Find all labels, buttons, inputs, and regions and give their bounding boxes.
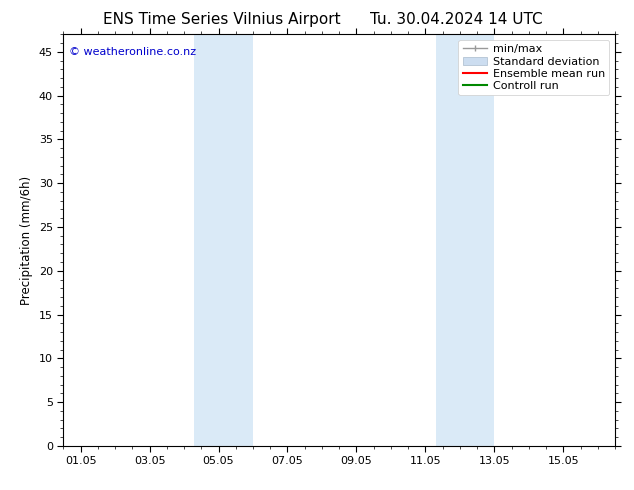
Text: © weatheronline.co.nz: © weatheronline.co.nz <box>69 47 196 57</box>
Legend: min/max, Standard deviation, Ensemble mean run, Controll run: min/max, Standard deviation, Ensemble me… <box>458 40 609 96</box>
Bar <box>195 34 253 446</box>
Y-axis label: Precipitation (mm/6h): Precipitation (mm/6h) <box>20 175 34 305</box>
Text: Tu. 30.04.2024 14 UTC: Tu. 30.04.2024 14 UTC <box>370 12 543 27</box>
Bar <box>436 34 495 446</box>
Text: ENS Time Series Vilnius Airport: ENS Time Series Vilnius Airport <box>103 12 340 27</box>
